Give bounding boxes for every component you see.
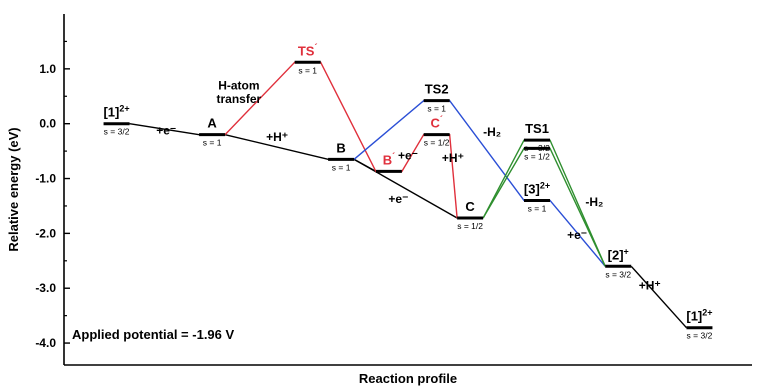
series-line bbox=[630, 265, 687, 329]
y-ticks: 1.0 0.0 -1.0 -2.0 -3.0 -4.0 bbox=[35, 40, 70, 350]
state-label: C bbox=[465, 199, 475, 214]
spin-label: s = 3/2 bbox=[605, 269, 631, 279]
axes bbox=[63, 14, 752, 366]
spin-label: s = 1/2 bbox=[424, 138, 450, 148]
spin-label: s = 1 bbox=[298, 65, 317, 75]
x-axis-label: Reaction profile bbox=[359, 371, 457, 386]
state-label: A bbox=[207, 116, 217, 131]
state-label: TS´ bbox=[298, 42, 318, 58]
spin-label: s = 1 bbox=[427, 104, 446, 114]
step-label: -H₂ bbox=[585, 195, 603, 209]
state-label: B´ bbox=[383, 151, 395, 167]
spin-label: s = 3/2 bbox=[687, 331, 713, 341]
spin-label: s = 1 bbox=[528, 203, 547, 213]
step-label: +e⁻ bbox=[567, 228, 587, 242]
step-label: +e⁻ bbox=[398, 148, 418, 162]
step-label: -H₂ bbox=[483, 125, 501, 139]
step-label: +H⁺ bbox=[442, 151, 464, 165]
state-label: [3]2+ bbox=[524, 180, 550, 196]
y-tick-label: 1.0 bbox=[39, 62, 56, 76]
step-label: +e⁻ bbox=[388, 192, 408, 206]
spin-label: s = 1/2 bbox=[457, 221, 483, 231]
state-label: TS2 bbox=[425, 82, 449, 97]
state-label: C´ bbox=[430, 115, 442, 131]
y-tick-label: -1.0 bbox=[35, 172, 56, 186]
energy-levels: s = 3/2 [1]2+ s = 1 As = 1 TS´ s = 1 B B´ s = 1 T… bbox=[103, 42, 712, 340]
spin-label: s = 1/2 bbox=[524, 151, 550, 161]
y-tick-label: -2.0 bbox=[35, 226, 56, 240]
state-label: [1]2+ bbox=[103, 104, 129, 120]
y-axis-label: Relative energy (eV) bbox=[6, 127, 21, 251]
state-label: [1]2+ bbox=[686, 308, 712, 324]
state-label: B bbox=[336, 140, 345, 155]
y-tick-label: 0.0 bbox=[39, 117, 56, 131]
state-label: [2]+ bbox=[608, 246, 629, 262]
step-label: +H⁺ bbox=[639, 278, 661, 292]
series-line bbox=[353, 158, 377, 173]
series-line bbox=[353, 99, 606, 267]
spin-label: s = 3/2 bbox=[104, 127, 130, 137]
step-label: H-atom bbox=[218, 79, 259, 93]
y-tick-label: -3.0 bbox=[35, 281, 56, 295]
step-label: +H⁺ bbox=[266, 130, 288, 144]
step-label: +e⁻ bbox=[156, 124, 176, 138]
y-tick-label: -4.0 bbox=[35, 336, 56, 350]
spin-label: s = 1 bbox=[203, 138, 222, 148]
spin-label: s = 1 bbox=[332, 162, 351, 172]
applied-potential-annotation: Applied potential = -1.96 V bbox=[72, 327, 234, 342]
step-label: transfer bbox=[217, 92, 262, 106]
state-label: TS1 bbox=[525, 121, 549, 136]
